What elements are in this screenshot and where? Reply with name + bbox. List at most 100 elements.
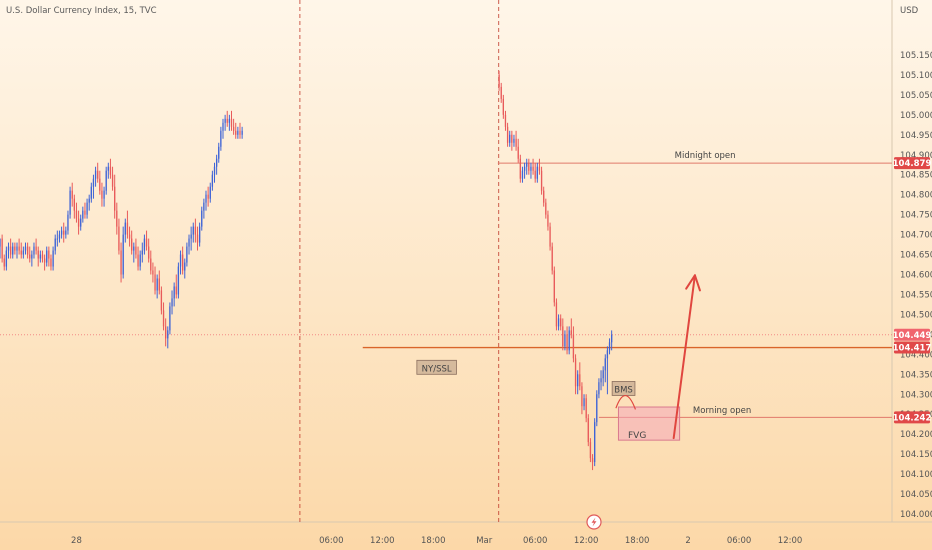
- candle-body: [239, 130, 241, 135]
- candle: [220, 126, 222, 151]
- candle: [173, 282, 175, 307]
- candle-body: [111, 174, 114, 187]
- candle-body: [211, 174, 214, 187]
- candle: [148, 238, 150, 263]
- candle-body: [94, 170, 97, 179]
- price-axis[interactable]: 104.000104.050104.100104.150104.200104.2…: [900, 51, 932, 520]
- candle-body: [198, 226, 201, 243]
- candle: [0, 238, 1, 259]
- candle: [566, 326, 568, 355]
- candle: [131, 230, 133, 255]
- y-tick-label: 105.000: [900, 111, 932, 121]
- candle-body: [591, 458, 594, 463]
- candle-body: [152, 270, 154, 275]
- candle: [54, 234, 56, 255]
- candle: [591, 454, 594, 471]
- candle-body: [75, 210, 78, 219]
- candle: [218, 142, 220, 163]
- candle-body: [56, 238, 59, 240]
- candle-body: [41, 254, 44, 259]
- candle: [50, 254, 52, 271]
- candle: [500, 82, 502, 103]
- candle: [84, 202, 86, 219]
- annotation-label: NY/SSL: [422, 364, 452, 374]
- x-tick-label: 28: [71, 536, 82, 546]
- candle: [141, 242, 143, 263]
- candle-body: [88, 198, 90, 203]
- annotation-4: Morning open: [693, 406, 751, 416]
- candle-body: [135, 246, 137, 255]
- candle-body: [16, 246, 18, 251]
- candle-body: [9, 246, 12, 255]
- candle: [587, 414, 589, 447]
- annotation-label: Morning open: [693, 406, 751, 416]
- candle: [52, 246, 54, 271]
- y-tick-label: 104.950: [900, 131, 932, 141]
- time-axis[interactable]: 28 06:00 12:00 18:00 Mar 06:00 12:00 18:00 2 06:0…: [71, 536, 802, 546]
- candle: [171, 290, 173, 315]
- y-tick-label: 104.750: [900, 211, 932, 221]
- candle-body: [33, 246, 35, 255]
- candle-body: [568, 330, 570, 351]
- candle: [92, 174, 95, 199]
- x-tick-label: 06:00: [727, 536, 752, 546]
- candle: [188, 234, 190, 255]
- candle-body: [65, 230, 67, 235]
- candle: [162, 302, 165, 331]
- candle-body: [120, 250, 122, 275]
- candle: [519, 154, 521, 183]
- candle-body: [526, 162, 528, 167]
- candle: [538, 158, 541, 175]
- candle: [545, 198, 547, 219]
- candle: [9, 238, 12, 259]
- candle-body: [566, 334, 568, 351]
- candle: [610, 330, 613, 351]
- lightning-icon[interactable]: [586, 514, 602, 530]
- candle: [568, 326, 570, 355]
- x-tick-label: 12:00: [370, 536, 395, 546]
- candle-body: [536, 166, 538, 179]
- candle: [67, 210, 69, 235]
- candle-body: [156, 278, 158, 291]
- candle-body: [52, 250, 54, 267]
- candle-body: [215, 158, 218, 167]
- candle-body: [128, 234, 131, 239]
- candle-body: [594, 422, 596, 463]
- candle: [224, 114, 226, 131]
- candle: [230, 110, 233, 131]
- candle-body: [77, 218, 80, 227]
- candle-body: [82, 210, 84, 219]
- candle: [103, 186, 105, 207]
- price-tag-label: 104.242: [893, 413, 932, 423]
- candle: [215, 154, 218, 175]
- candle: [7, 242, 10, 259]
- y-tick-label: 104.600: [900, 271, 932, 281]
- y-tick-label: 104.850: [900, 171, 932, 181]
- chart-title: U.S. Dollar Currency Index, 15, TVC: [6, 6, 157, 16]
- candle: [60, 226, 63, 239]
- candle: [228, 114, 231, 131]
- candle: [598, 378, 600, 399]
- candle: [145, 230, 148, 251]
- candle-body: [137, 254, 139, 267]
- candle-body: [164, 326, 167, 339]
- candle: [511, 130, 513, 151]
- candle: [235, 122, 237, 139]
- candle-body: [3, 258, 5, 267]
- candle: [583, 394, 585, 411]
- currency-label: USD: [900, 6, 919, 16]
- candle-body: [86, 202, 88, 215]
- annotation-0: NY/SSL: [416, 359, 457, 375]
- candle: [107, 162, 109, 179]
- candle-body: [203, 202, 205, 211]
- candle: [97, 162, 99, 183]
- candle: [58, 230, 61, 243]
- candle: [557, 314, 560, 331]
- candle-body: [37, 250, 39, 259]
- candle-body: [201, 210, 203, 227]
- candles: [0, 70, 613, 471]
- candle: [540, 166, 543, 195]
- candle: [22, 246, 25, 259]
- candle-body: [181, 254, 184, 271]
